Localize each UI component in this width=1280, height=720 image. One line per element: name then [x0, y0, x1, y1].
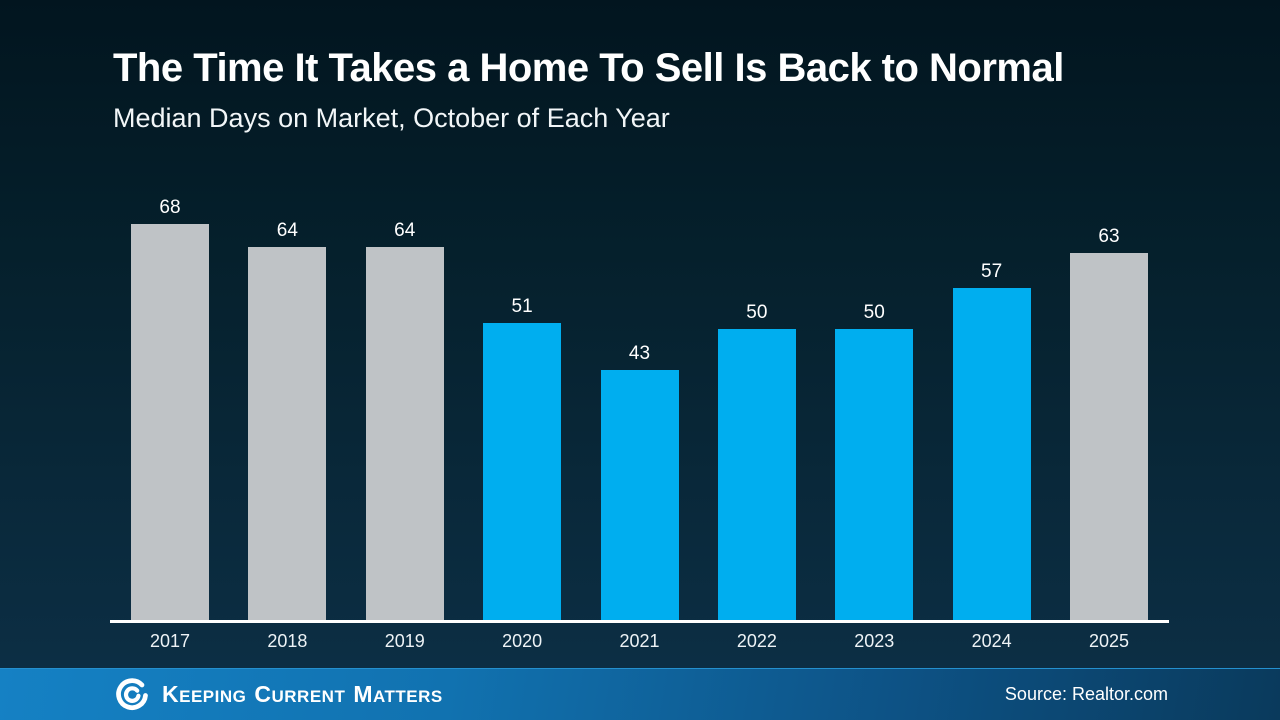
x-axis-tick-label: 2019: [384, 631, 425, 651]
x-axis-tick-label: 2018: [267, 631, 308, 651]
bar-value-label: 64: [276, 220, 298, 241]
bar-group: 50: [835, 302, 914, 621]
bar-group: 64: [365, 220, 444, 621]
x-axis-tick-label: 2017: [149, 631, 191, 651]
bar-group: 63: [1070, 227, 1148, 621]
chart-title: The Time It Takes a Home To Sell Is Back…: [113, 46, 1064, 90]
x-axis-tick-label: 2025: [1088, 631, 1130, 651]
bar-group: 57: [952, 261, 1031, 621]
bars-row: 68 64 64 51 43 50 50 57 63: [110, 198, 1169, 621]
chart-subtitle: Median Days on Market, October of Each Y…: [113, 103, 670, 133]
bar: [835, 329, 914, 621]
bar: [717, 329, 796, 621]
x-axis-tick-label: 2022: [736, 631, 777, 651]
bar: [131, 224, 209, 621]
brand-word: CURRENT: [254, 681, 346, 707]
x-axis-line: [110, 620, 1169, 623]
x-axis-tick-label: 2024: [971, 631, 1012, 651]
x-axis-tick-label: 2023: [854, 631, 895, 651]
bar-value-label: 68: [159, 197, 181, 218]
bar: [365, 247, 444, 621]
bar-value-label: 43: [628, 343, 651, 364]
bar: [1070, 253, 1148, 621]
brand-name: KEEPING CURRENT MATTERS: [162, 681, 451, 708]
bar-group: 50: [717, 302, 796, 621]
bar-group: 51: [483, 296, 562, 621]
brand-word: MATTERS: [353, 681, 443, 707]
bar: [600, 370, 679, 621]
x-axis-tick-label: 2021: [619, 631, 660, 651]
bar: [952, 288, 1031, 621]
bar-value-label: 50: [746, 302, 768, 323]
x-axis-tick-labels: 2017 2018 2019 2020 2021 2022 2023 2024 2025: [110, 632, 1169, 650]
source-attribution: Source: Realtor.com: [1004, 684, 1168, 704]
bar-value-label: 64: [394, 220, 416, 241]
bar-group: 64: [248, 220, 327, 621]
brand-word: KEEPING: [162, 681, 247, 707]
bar-value-label: 57: [981, 261, 1003, 282]
brand: KEEPING CURRENT MATTERS: [113, 676, 451, 714]
bar-value-label: 51: [511, 296, 533, 317]
bar-chart: 68 64 64 51 43 50 50 57 63: [110, 190, 1169, 623]
kcm-swirl-icon: [116, 677, 148, 710]
bar: [483, 323, 562, 621]
bar: [248, 247, 327, 621]
bar-group: 43: [600, 343, 679, 621]
bar-value-label: 50: [863, 302, 885, 323]
bar-group: 68: [131, 198, 209, 621]
bar-value-label: 63: [1098, 226, 1120, 247]
x-axis-tick-label: 2020: [502, 631, 543, 651]
footer-bar: KEEPING CURRENT MATTERS Source: Realtor.co…: [0, 668, 1280, 720]
